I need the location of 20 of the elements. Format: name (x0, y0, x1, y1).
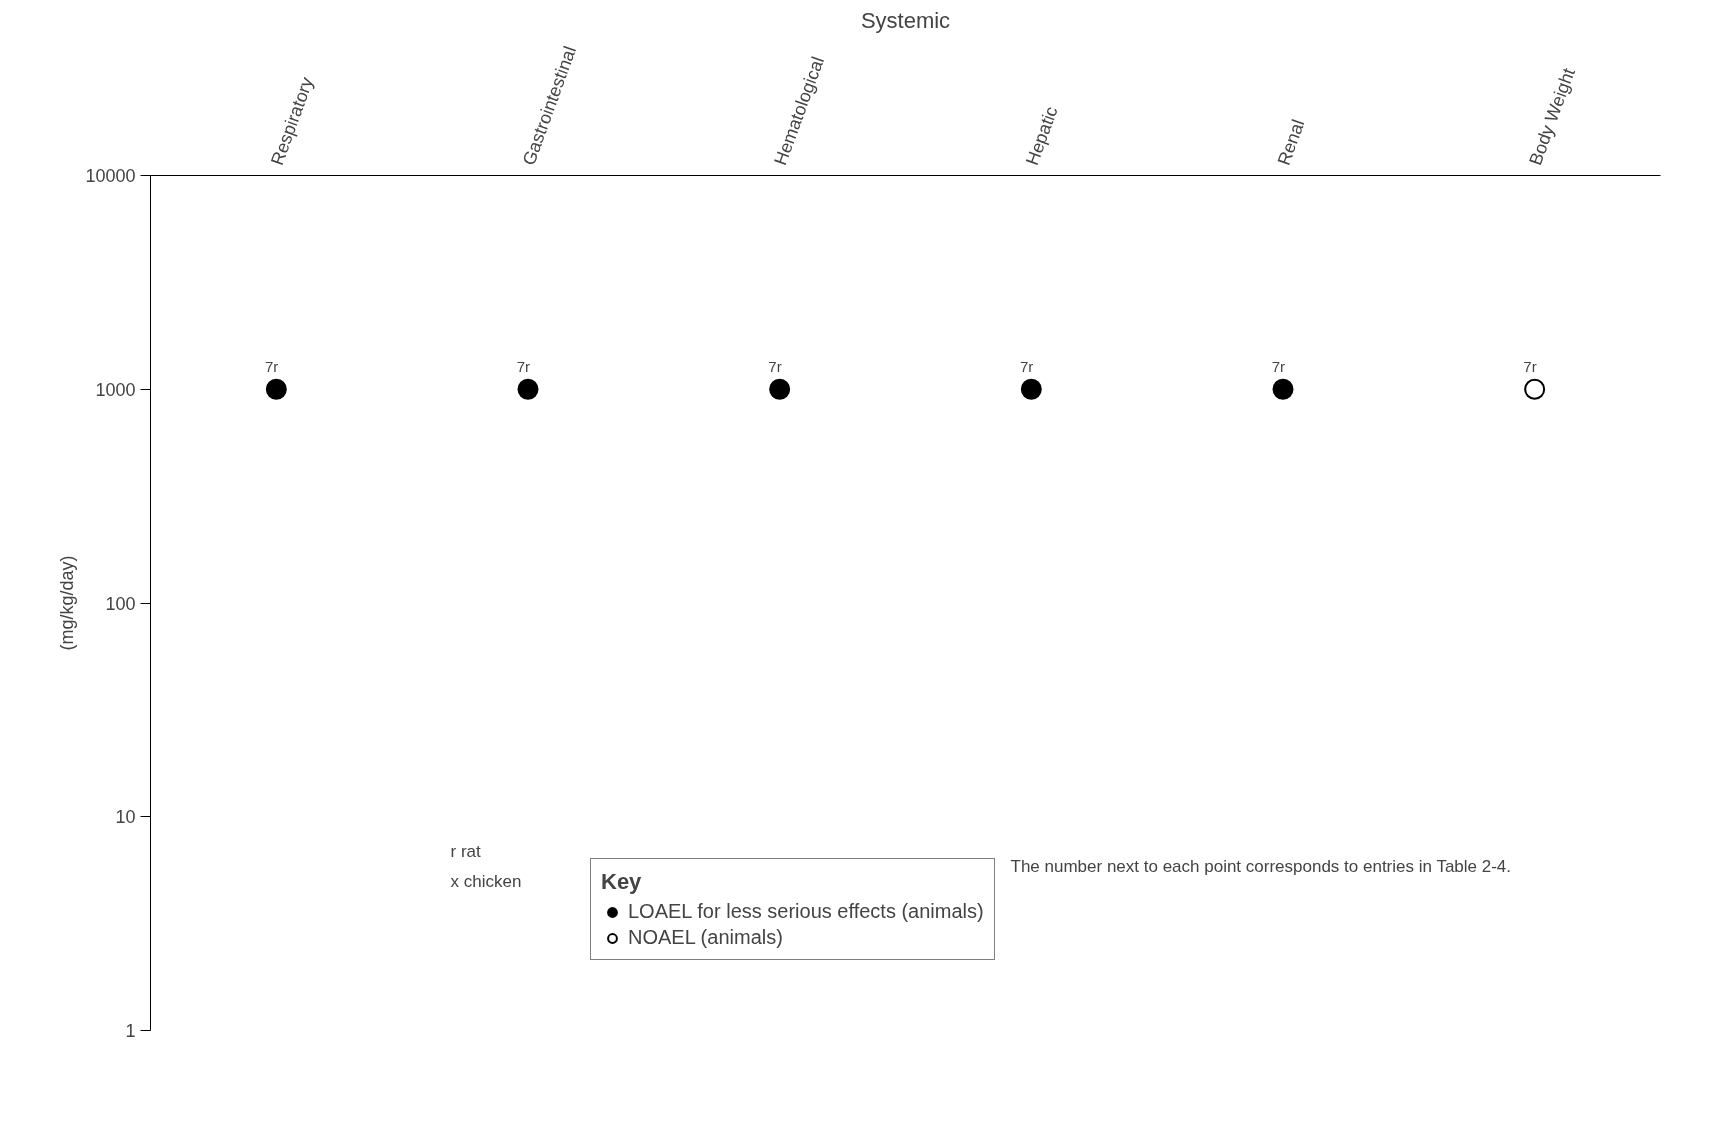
y-tick-label: 10000 (85, 166, 136, 186)
annotation: 7r (768, 358, 782, 376)
legend-label: LOAEL for less serious effects (animals) (628, 900, 984, 923)
annotation: 7r (516, 358, 531, 376)
annotation: 7r (1523, 358, 1537, 376)
legend-title: Key (601, 869, 643, 895)
annotation: The number next to each point corresponds to entries in Table 2-4. (1010, 856, 1512, 876)
y-tick-label: 10 (115, 807, 136, 828)
chart-title: Systemic (860, 7, 951, 33)
x-tick-label: Renal (1273, 116, 1309, 168)
y-axis-title: (mg/kg/day) (57, 555, 78, 651)
y-tick-label: 100 (105, 593, 136, 614)
annotation: 7r (265, 358, 279, 376)
annotation: 7r (1271, 358, 1286, 376)
annotation: x chicken (450, 871, 522, 891)
legend-label: NOAEL (animals) (628, 926, 783, 949)
y-tick-label: 1000 (95, 379, 136, 400)
annotation: r rat (450, 841, 481, 861)
annotation: 7r (1020, 358, 1034, 376)
y-tick-label: 1 (125, 1021, 136, 1041)
